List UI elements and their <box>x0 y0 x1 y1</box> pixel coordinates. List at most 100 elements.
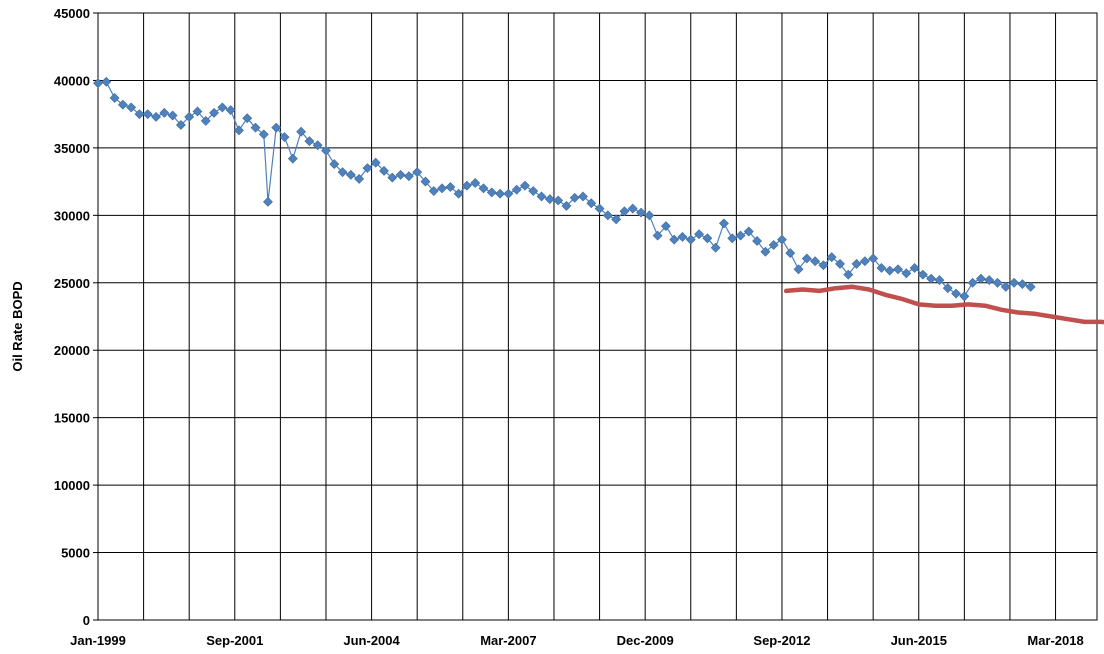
y-tick-label: 30000 <box>54 208 90 223</box>
data-point <box>271 122 282 133</box>
data-point <box>702 233 713 244</box>
data-point <box>1017 279 1028 290</box>
series-line <box>97 81 1032 297</box>
data-point <box>660 221 671 232</box>
data-point <box>217 102 228 113</box>
series-line <box>783 284 1104 325</box>
data-point <box>1000 281 1011 292</box>
data-point <box>403 171 414 182</box>
data-point <box>727 233 738 244</box>
data-series <box>93 76 1104 325</box>
y-axis-title: Oil Rate BOPD <box>10 281 25 371</box>
data-point <box>611 214 622 225</box>
data-point <box>743 226 754 237</box>
data-point <box>511 184 522 195</box>
data-point <box>200 115 211 126</box>
y-tick-label: 10000 <box>54 478 90 493</box>
data-point <box>785 248 796 259</box>
data-point <box>752 236 763 246</box>
y-tick-label: 20000 <box>54 343 90 358</box>
data-point <box>710 242 721 253</box>
data-point <box>561 200 572 211</box>
x-tick-label: Sep-2001 <box>206 633 263 648</box>
data-point <box>976 273 986 284</box>
data-point <box>234 125 244 136</box>
data-point <box>263 196 273 207</box>
data-point <box>768 240 779 250</box>
data-point <box>942 283 953 294</box>
data-point <box>287 153 298 164</box>
x-tick-label: Mar-2007 <box>480 633 536 648</box>
data-point <box>578 191 588 202</box>
data-point <box>486 187 497 198</box>
data-point <box>437 183 447 194</box>
data-point <box>159 107 170 118</box>
data-point <box>134 109 145 120</box>
data-point <box>536 191 547 202</box>
data-point <box>627 203 638 214</box>
data-point <box>321 145 331 156</box>
data-point <box>901 268 912 279</box>
x-tick-label: Jan-1999 <box>70 633 126 648</box>
data-point <box>719 218 729 229</box>
y-axis-tick-labels: 0 5000 10000 15000 20000 25000 30000 35000 40000… <box>54 6 90 628</box>
data-point <box>329 159 340 169</box>
data-point <box>109 93 120 103</box>
data-point <box>420 176 431 187</box>
data-point <box>279 132 290 143</box>
data-point <box>387 172 398 183</box>
plot-area-border <box>97 12 1098 621</box>
data-point <box>520 180 530 191</box>
data-point <box>669 234 680 245</box>
data-point <box>379 165 389 176</box>
horizontal-gridlines <box>93 12 1097 621</box>
data-point <box>362 163 373 174</box>
y-tick-label: 35000 <box>54 141 90 156</box>
data-point <box>959 291 970 302</box>
data-point <box>793 264 804 275</box>
data-point <box>495 188 506 199</box>
data-point <box>644 210 655 221</box>
data-point <box>594 203 605 214</box>
data-point <box>345 169 356 180</box>
data-point <box>818 260 829 271</box>
x-tick-label: Jun-2004 <box>343 633 400 648</box>
data-point <box>851 258 862 269</box>
data-point <box>926 273 937 284</box>
data-point <box>370 157 381 168</box>
data-point <box>826 252 837 263</box>
x-tick-label: Sep-2012 <box>753 633 810 648</box>
data-point <box>1009 277 1020 288</box>
series-0 <box>93 76 1036 302</box>
data-point <box>801 253 812 264</box>
data-point <box>893 264 903 275</box>
data-point <box>412 167 423 178</box>
data-point <box>395 169 406 180</box>
data-point <box>909 263 920 273</box>
data-point <box>602 210 613 221</box>
y-tick-label: 15000 <box>54 411 90 426</box>
data-point <box>192 106 203 117</box>
data-point <box>992 277 1003 288</box>
data-point <box>242 113 253 124</box>
data-point <box>685 234 696 245</box>
y-tick-label: 5000 <box>61 546 90 561</box>
data-point <box>652 230 663 241</box>
data-point <box>735 230 746 241</box>
x-tick-label: Mar-2018 <box>1027 633 1083 648</box>
y-tick-label: 45000 <box>54 6 90 21</box>
data-point <box>636 207 646 218</box>
data-point <box>760 246 771 257</box>
data-point <box>859 256 870 267</box>
data-point <box>142 109 153 120</box>
y-tick-label: 25000 <box>54 276 90 291</box>
data-point <box>569 192 580 203</box>
data-point <box>478 183 489 194</box>
data-point <box>296 126 307 137</box>
data-point <box>462 180 472 191</box>
data-point <box>553 195 564 206</box>
data-point <box>544 194 555 205</box>
data-point <box>101 76 112 87</box>
data-point <box>586 198 597 209</box>
